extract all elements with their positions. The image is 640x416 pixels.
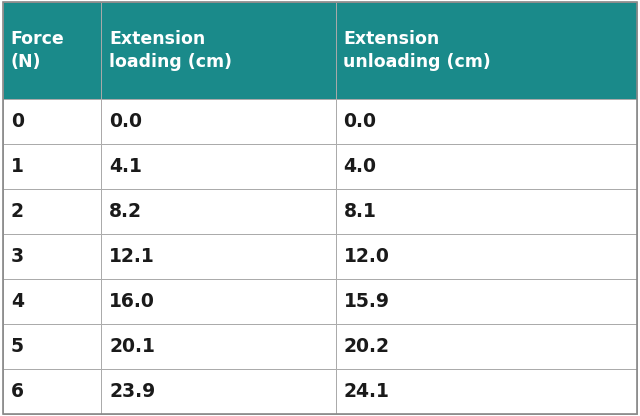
Bar: [336, 144, 637, 189]
Text: 4.1: 4.1: [109, 157, 142, 176]
Bar: [101, 189, 336, 234]
Text: 23.9: 23.9: [109, 382, 156, 401]
Bar: [101, 324, 336, 369]
Text: 0: 0: [11, 112, 24, 131]
Text: 15.9: 15.9: [344, 292, 390, 311]
Text: 3: 3: [11, 247, 24, 266]
Text: 6: 6: [11, 382, 24, 401]
Text: 12.0: 12.0: [344, 247, 389, 266]
Bar: [3, 234, 101, 279]
Bar: [101, 279, 336, 324]
Text: 4.0: 4.0: [344, 157, 376, 176]
Text: 20.1: 20.1: [109, 337, 155, 356]
Text: 24.1: 24.1: [344, 382, 389, 401]
Bar: [336, 189, 637, 234]
Text: Extension
loading (cm): Extension loading (cm): [109, 30, 232, 71]
Bar: [336, 369, 637, 414]
Bar: [101, 144, 336, 189]
Bar: [336, 234, 637, 279]
Bar: [3, 99, 101, 144]
Text: 1: 1: [11, 157, 24, 176]
Bar: [336, 279, 637, 324]
Bar: [3, 144, 101, 189]
Text: 0.0: 0.0: [344, 112, 376, 131]
Text: 16.0: 16.0: [109, 292, 155, 311]
Text: 4: 4: [11, 292, 24, 311]
Bar: [101, 369, 336, 414]
Bar: [3, 189, 101, 234]
Text: 0.0: 0.0: [109, 112, 142, 131]
Bar: [3, 369, 101, 414]
Text: Force
(N): Force (N): [11, 30, 65, 71]
Bar: [101, 99, 336, 144]
Bar: [3, 324, 101, 369]
Text: 20.2: 20.2: [344, 337, 390, 356]
Text: 5: 5: [11, 337, 24, 356]
Bar: [336, 2, 637, 99]
Bar: [101, 234, 336, 279]
Bar: [101, 2, 336, 99]
Text: 8.2: 8.2: [109, 202, 142, 221]
Bar: [3, 279, 101, 324]
Bar: [336, 324, 637, 369]
Text: 2: 2: [11, 202, 24, 221]
Text: Extension
unloading (cm): Extension unloading (cm): [344, 30, 491, 71]
Text: 12.1: 12.1: [109, 247, 155, 266]
Text: 8.1: 8.1: [344, 202, 376, 221]
Bar: [3, 2, 101, 99]
Bar: [336, 99, 637, 144]
